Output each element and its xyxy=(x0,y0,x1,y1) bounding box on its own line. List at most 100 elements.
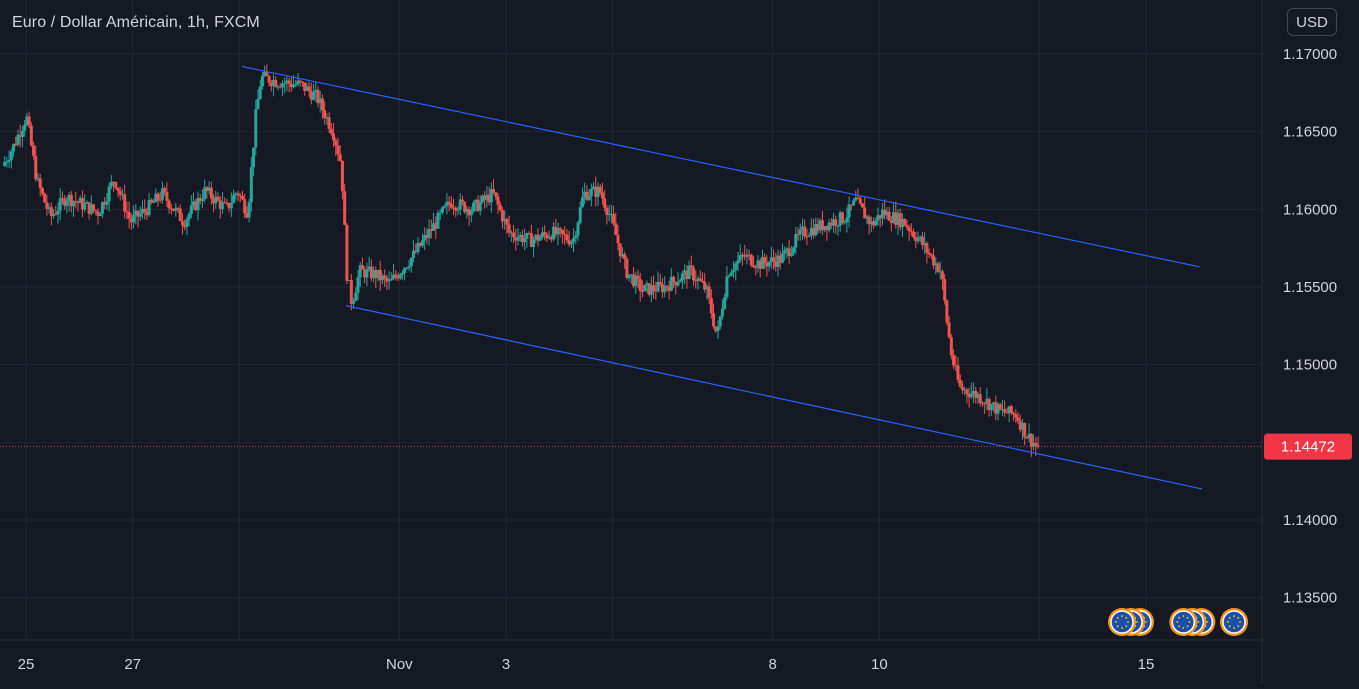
candle xyxy=(365,262,369,286)
eu-flag-icon[interactable] xyxy=(1220,608,1248,636)
candle xyxy=(983,402,987,415)
eu-flag-icon[interactable] xyxy=(1108,608,1136,636)
candle xyxy=(632,267,636,289)
candle xyxy=(652,275,656,299)
candle xyxy=(583,182,587,205)
candle xyxy=(918,235,922,243)
candle xyxy=(654,281,658,300)
candle xyxy=(85,200,89,204)
candle xyxy=(569,239,573,249)
candle xyxy=(83,194,87,213)
candle xyxy=(412,240,416,263)
candle xyxy=(452,198,456,216)
candle xyxy=(954,355,958,372)
candle xyxy=(329,123,333,137)
candle xyxy=(276,84,280,91)
candle xyxy=(972,382,976,403)
candle xyxy=(183,219,187,231)
candle xyxy=(636,269,640,289)
x-tick-label: 10 xyxy=(871,656,888,673)
candle xyxy=(283,77,287,94)
candle xyxy=(314,81,318,103)
candle xyxy=(676,272,680,288)
candle xyxy=(92,203,96,214)
candle xyxy=(63,194,67,210)
candle xyxy=(885,207,889,220)
candle xyxy=(418,242,422,248)
candle xyxy=(960,381,964,394)
candle xyxy=(1007,405,1011,423)
candle xyxy=(998,402,1002,411)
x-tick-label: 25 xyxy=(18,656,35,673)
candle xyxy=(120,188,124,200)
candle xyxy=(796,226,800,241)
y-tick-label: 1.15000 xyxy=(1283,357,1337,374)
candle xyxy=(747,249,751,261)
candle xyxy=(198,194,202,205)
candle xyxy=(469,206,473,223)
candle xyxy=(98,211,102,217)
candle xyxy=(416,237,420,255)
candle xyxy=(823,226,827,233)
event-icon-group[interactable] xyxy=(1220,608,1248,636)
candle xyxy=(992,401,996,412)
candle xyxy=(192,192,196,210)
event-icon-group[interactable] xyxy=(1108,608,1154,636)
candle xyxy=(976,392,980,404)
candle xyxy=(349,273,353,311)
candle xyxy=(740,252,744,266)
candle xyxy=(109,174,113,190)
candle xyxy=(585,185,589,202)
x-tick-label: 15 xyxy=(1138,656,1155,673)
candle xyxy=(240,190,244,201)
candle xyxy=(125,201,129,220)
candle xyxy=(698,270,702,282)
candle xyxy=(87,201,91,220)
candle xyxy=(407,259,411,272)
candle xyxy=(334,137,338,156)
candle xyxy=(1018,414,1022,433)
candle xyxy=(172,208,176,212)
candle xyxy=(665,284,669,292)
candle xyxy=(1014,409,1018,423)
candle xyxy=(558,226,562,238)
candle xyxy=(645,280,649,294)
candle xyxy=(52,209,56,219)
candle xyxy=(880,202,884,226)
candle xyxy=(778,250,782,270)
candle xyxy=(607,205,611,222)
candle xyxy=(945,299,949,326)
candle xyxy=(576,220,580,241)
candle xyxy=(574,231,578,245)
currency-button[interactable]: USD xyxy=(1287,8,1337,36)
trendlines xyxy=(241,65,1203,490)
trendline-lower-channel[interactable] xyxy=(345,305,1203,490)
candle xyxy=(243,194,247,219)
candle xyxy=(767,260,771,272)
candle xyxy=(7,150,11,169)
candle xyxy=(363,266,367,284)
candle xyxy=(65,196,69,214)
event-icon-group[interactable] xyxy=(1169,608,1216,636)
trendline-upper-channel[interactable] xyxy=(241,65,1200,268)
candle xyxy=(754,264,758,276)
candle xyxy=(927,248,931,259)
candle xyxy=(160,181,164,204)
candle xyxy=(403,266,407,281)
candle xyxy=(832,212,836,233)
candle xyxy=(38,174,42,197)
candle xyxy=(434,216,438,240)
eu-flag-icon[interactable] xyxy=(1169,608,1198,636)
candle xyxy=(803,219,807,239)
candle xyxy=(536,228,540,247)
candle xyxy=(552,222,556,242)
candle xyxy=(683,264,687,285)
symbol-title: Euro / Dollar Américain, 1h, FXCM xyxy=(12,14,260,31)
candle xyxy=(258,79,262,100)
candle xyxy=(929,253,933,260)
candle xyxy=(996,402,1000,421)
candle xyxy=(467,206,471,226)
candle xyxy=(860,202,864,208)
